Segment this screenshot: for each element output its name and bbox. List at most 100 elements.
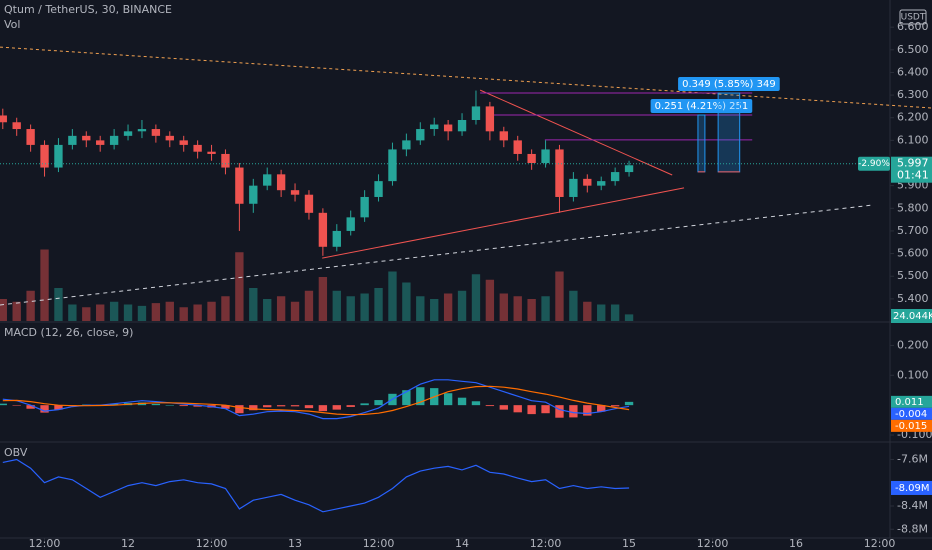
- volume-title: Vol: [4, 18, 20, 31]
- candle-body: [346, 217, 355, 231]
- change-label: -2.90%: [858, 159, 890, 169]
- x-tick-label: 12: [121, 537, 135, 550]
- macd-histogram-bar: [151, 403, 161, 406]
- volume-bar: [193, 304, 202, 321]
- macd-last-label: -0.015: [895, 421, 927, 432]
- macd-histogram-bar: [26, 405, 35, 409]
- x-tick-label: 12:00: [530, 537, 562, 550]
- x-tick-label: 12:00: [864, 537, 896, 550]
- volume-bar: [610, 304, 620, 321]
- candle-body: [276, 174, 286, 191]
- candle-body: [624, 165, 634, 173]
- trend-line: [322, 187, 685, 259]
- macd-histogram-bar: [485, 405, 495, 407]
- macd-histogram-bar: [374, 400, 383, 406]
- volume-bar: [388, 271, 397, 321]
- candle-body: [263, 174, 272, 186]
- volume-bar: [513, 296, 522, 321]
- y-tick-label: 6.600: [897, 20, 929, 33]
- macd-histogram-bar: [235, 405, 244, 414]
- x-tick-label: 12:00: [363, 537, 395, 550]
- volume-bar: [332, 290, 341, 321]
- candle-body: [443, 124, 453, 132]
- volume-bar: [249, 288, 258, 321]
- obv-line: [2, 458, 630, 513]
- x-tick-label: 12:00: [697, 537, 729, 550]
- obv-last-box: [891, 480, 932, 495]
- volume-bar: [318, 277, 328, 321]
- volume-bar: [137, 305, 147, 321]
- volume-bar: [541, 296, 550, 321]
- candle-body: [610, 172, 620, 182]
- candle-body: [374, 181, 383, 197]
- currency-box[interactable]: [899, 9, 927, 25]
- macd-y-tick-label: 0.100: [897, 368, 929, 381]
- x-tick-label: 16: [789, 537, 803, 550]
- candle-body: [165, 135, 174, 141]
- volume-bar: [207, 301, 216, 321]
- measure-label: 0.251 (4.21%) 251: [655, 101, 749, 112]
- volume-bar: [583, 301, 592, 321]
- macd-histogram-bar: [569, 405, 578, 418]
- macd-histogram-bar: [249, 405, 258, 411]
- candle-body: [457, 119, 467, 132]
- macd-last-label: -0.004: [895, 409, 927, 420]
- x-tick-label: 13: [288, 537, 302, 550]
- candle-body: [569, 178, 578, 197]
- y-tick-label: 6.300: [897, 88, 929, 101]
- volume-bar: [96, 304, 105, 321]
- macd-histogram-bar: [624, 401, 634, 406]
- volume-bar: [485, 279, 495, 321]
- candle-body: [179, 140, 188, 145]
- candle-body: [332, 230, 341, 247]
- trend-line: [479, 89, 673, 176]
- volume-bar: [499, 293, 508, 321]
- candle-body: [499, 131, 508, 141]
- candle-body: [402, 140, 411, 150]
- volume-bar: [290, 301, 300, 321]
- macd-histogram-bar: [555, 405, 564, 418]
- macd-histogram-bar: [276, 405, 286, 407]
- volume-bar: [12, 301, 21, 321]
- macd-histogram-bar: [346, 405, 355, 407]
- candle-body: [235, 167, 244, 204]
- candle-body: [304, 194, 314, 213]
- macd-histogram-bar: [527, 405, 536, 415]
- volume-bar: [26, 290, 35, 321]
- volume-bar: [569, 290, 578, 321]
- volume-bar: [555, 271, 564, 321]
- volume-bar: [527, 299, 536, 321]
- chart-title: Qtum / TetherUS, 30, BINANCE: [4, 3, 172, 16]
- obv-last-label: -8.09M: [895, 483, 930, 494]
- candle-body: [12, 122, 21, 130]
- volume-bar: [304, 290, 314, 321]
- candle-body: [583, 178, 592, 186]
- macd-histogram-bar: [165, 405, 174, 406]
- macd-histogram-bar: [499, 405, 508, 410]
- macd-histogram-bar: [290, 405, 300, 407]
- obv-y-tick-label: -7.6M: [897, 452, 928, 465]
- macd-signal-line: [2, 385, 630, 416]
- candle-body: [0, 115, 7, 123]
- volume-bar: [165, 301, 174, 321]
- macd-y-tick-label: 0.200: [897, 338, 929, 351]
- macd-histogram-bar: [263, 405, 272, 408]
- macd-histogram-bar: [318, 405, 328, 412]
- candle-body: [96, 140, 105, 145]
- macd-last-box: [891, 419, 932, 432]
- candle-body: [207, 151, 216, 154]
- candle-body: [513, 140, 522, 154]
- measure-label-box: [678, 77, 780, 92]
- volume-bar: [235, 252, 244, 321]
- candle-body: [597, 181, 606, 186]
- macd-histogram-bar: [179, 405, 188, 407]
- macd-histogram-bar: [54, 405, 63, 410]
- candle-body: [527, 153, 536, 164]
- macd-histogram-bar: [513, 405, 522, 413]
- y-tick-label: 5.700: [897, 224, 929, 237]
- volume-bar: [179, 307, 188, 321]
- candle-body: [290, 190, 300, 195]
- change-box: [858, 156, 890, 171]
